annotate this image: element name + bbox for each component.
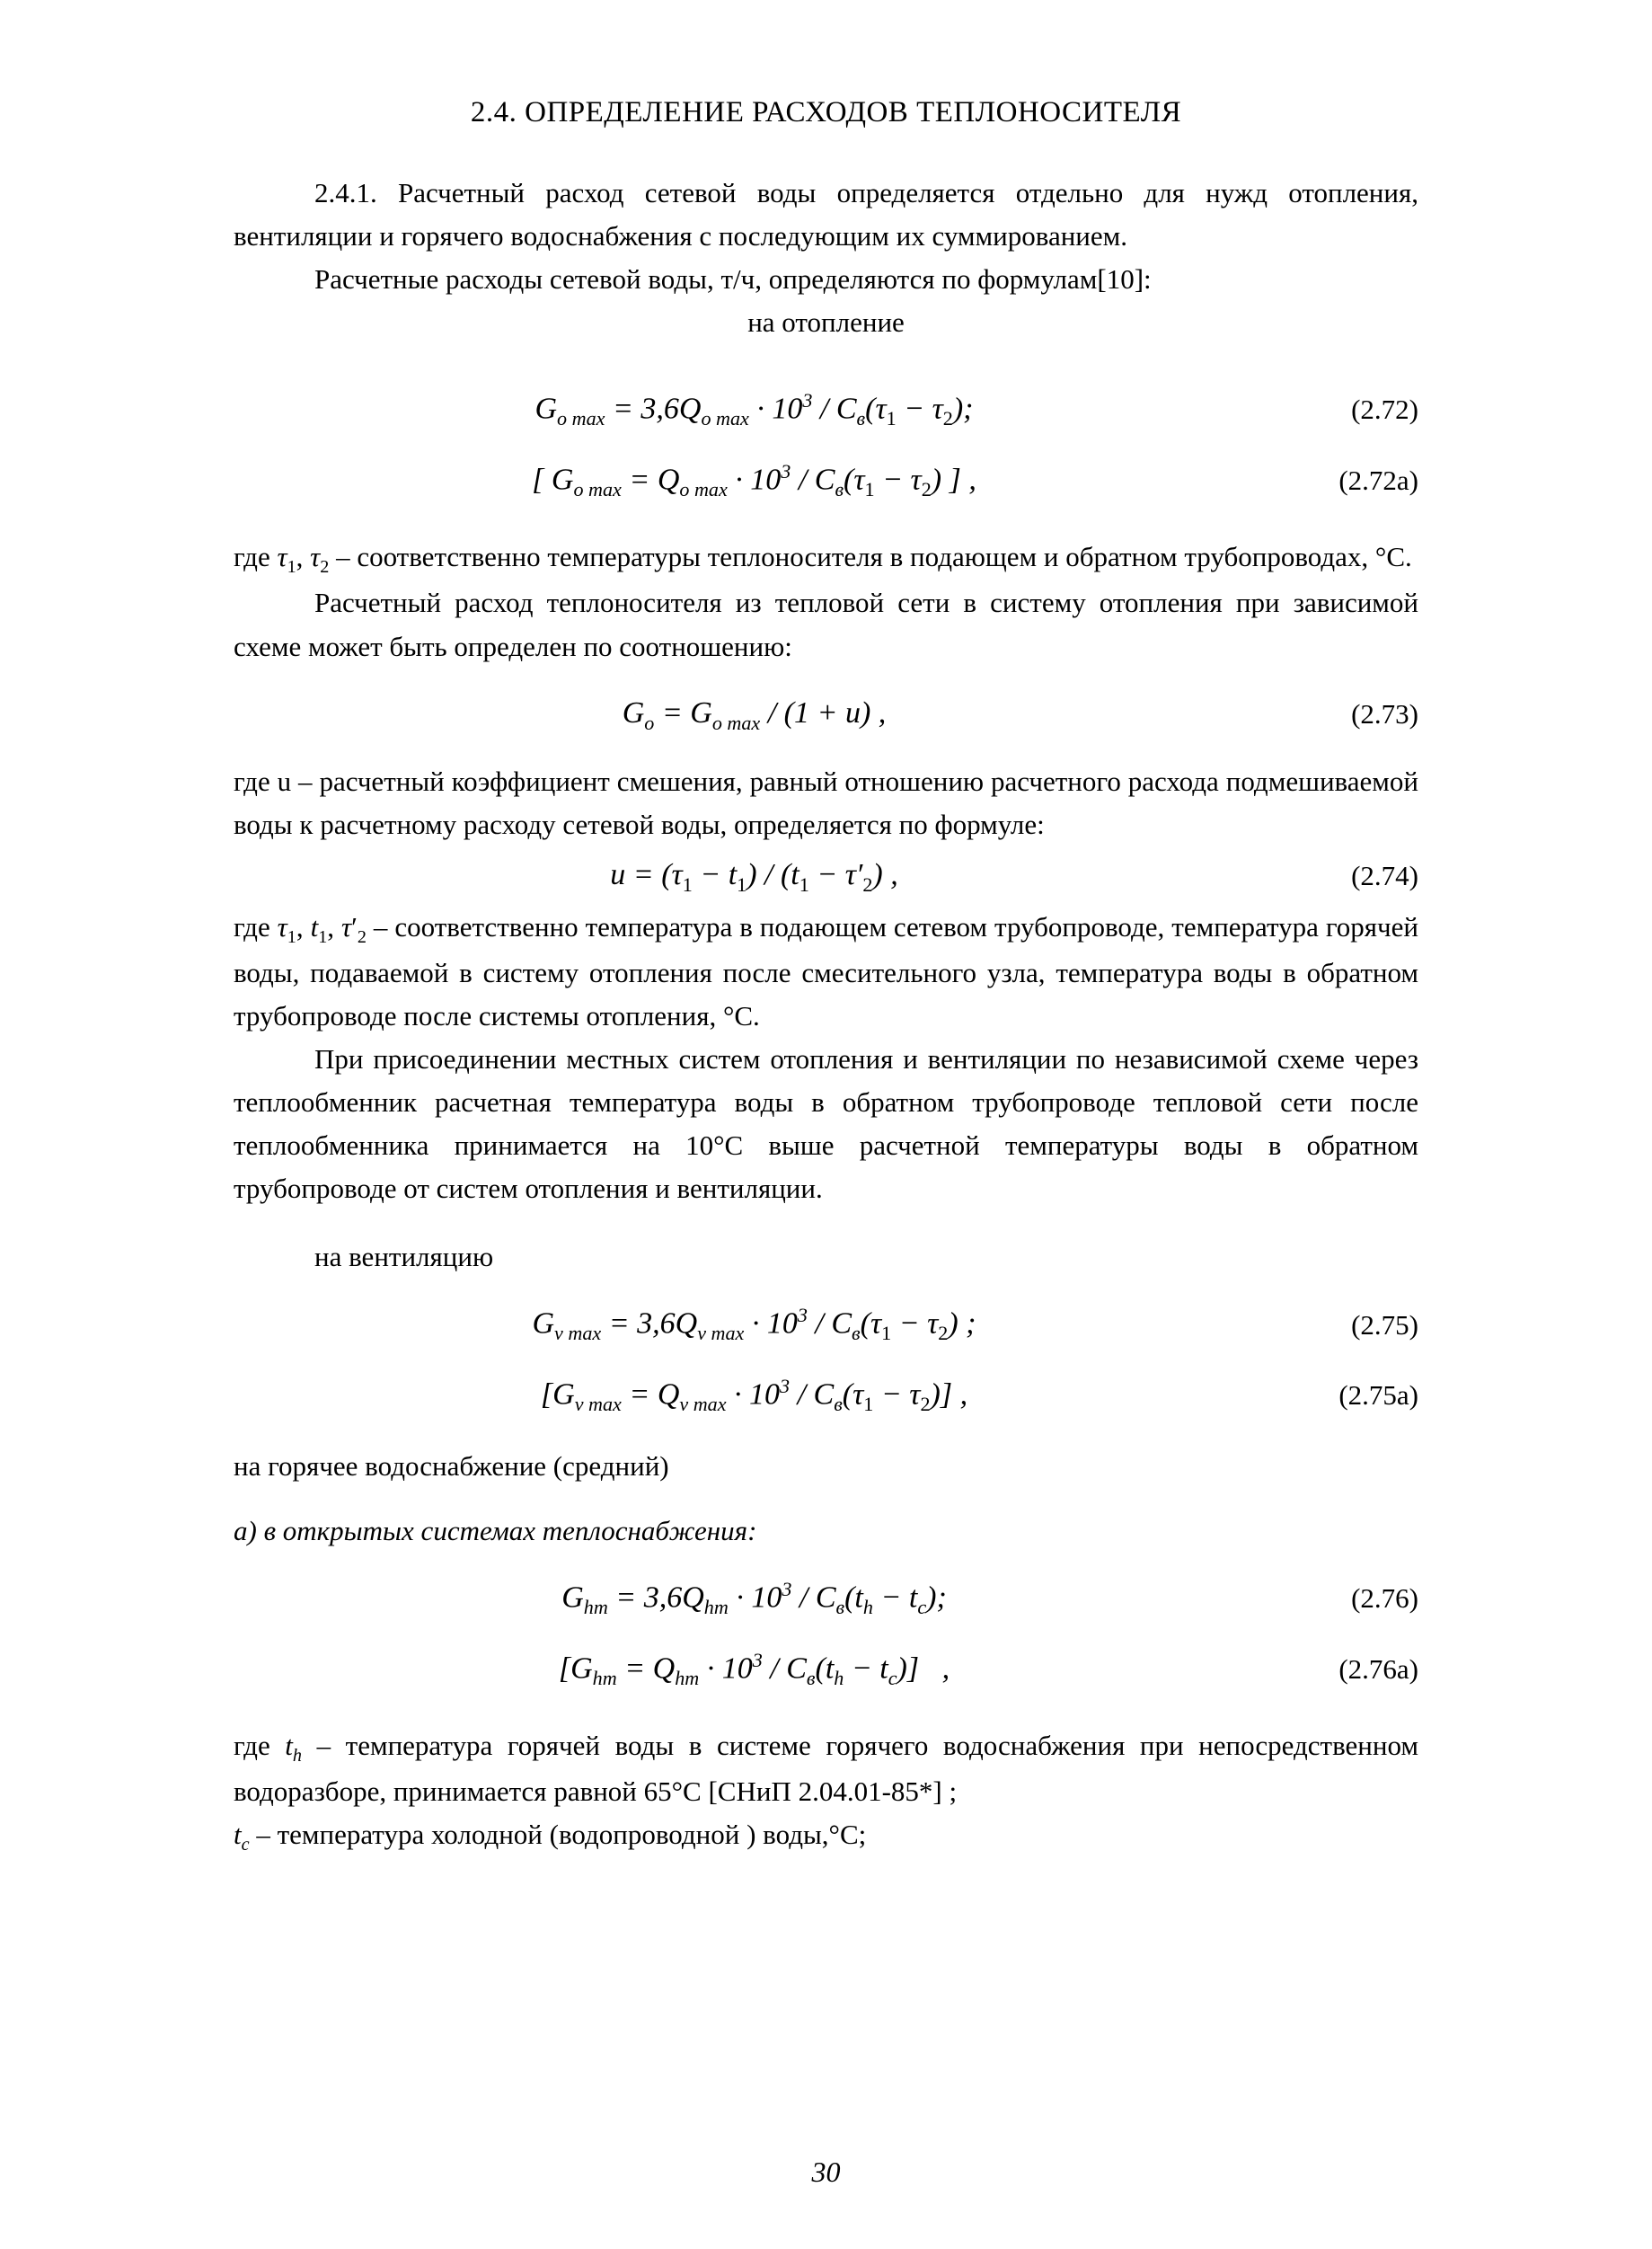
para-tc-def: tc – температура холодной (водопроводной… [234, 1813, 1418, 1859]
text: – соответственно температуры теплоносите… [329, 541, 1411, 572]
equation-body: [ Go max = Qo max · 103 / Cв(τ1 − τ2) ] … [234, 456, 1275, 505]
equation-2-72: Go max = 3,6Qo max · 103 / Cв(τ1 − τ2); … [234, 385, 1418, 434]
para-tau-t-def: где τ1, t1, τ′2 – соответственно темпера… [234, 906, 1418, 1039]
equation-number: (2.75) [1275, 1304, 1418, 1347]
equation-body: Go max = 3,6Qo max · 103 / Cв(τ1 − τ2); [234, 385, 1275, 434]
para-th-def: где th – температура горячей воды в сист… [234, 1724, 1418, 1813]
page: 2.4. ОПРЕДЕЛЕНИЕ РАСХОДОВ ТЕПЛОНОСИТЕЛЯ … [0, 0, 1652, 2249]
equation-number: (2.75а) [1275, 1374, 1418, 1417]
equation-body: [Gv max = Qv max · 103 / Cв(τ1 − τ2)] , [234, 1371, 1275, 1420]
para-tau-def: где τ1, τ2 – соответственно температуры … [234, 536, 1418, 581]
text: где [234, 1730, 285, 1761]
equation-2-74: u = (τ1 − t1) / (t1 − τ′2) , (2.74) [234, 852, 1418, 900]
equation-number: (2.74) [1275, 854, 1418, 898]
equation-body: Ghm = 3,6Qhm · 103 / Cв(th − tc); [234, 1574, 1275, 1623]
equation-2-73: Go = Go max / (1 + u) , (2.73) [234, 690, 1418, 739]
heading-hot-water: на горячее водоснабжение (средний) [234, 1445, 1418, 1488]
equation-number: (2.72) [1275, 388, 1418, 431]
equation-body: u = (τ1 − t1) / (t1 − τ′2) , [234, 852, 1275, 900]
para-u-def: где u – расчетный коэффициент смешения, … [234, 760, 1418, 846]
para-independent-scheme: При присоединении местных систем отоплен… [234, 1038, 1418, 1210]
text: где [234, 911, 278, 943]
equation-body: [Ghm = Qhm · 103 / Cв(th − tc)] , [234, 1645, 1275, 1694]
equation-2-75a: [Gv max = Qv max · 103 / Cв(τ1 − τ2)] , … [234, 1371, 1418, 1420]
text: где [234, 541, 277, 572]
equation-number: (2.76) [1275, 1577, 1418, 1620]
para-2-4-1: 2.4.1. Расчетный расход сетевой воды опр… [234, 172, 1418, 258]
equation-number: (2.72а) [1275, 459, 1418, 502]
para-formulas-intro: Расчетные расходы сетевой воды, т/ч, опр… [234, 258, 1418, 301]
equation-2-72a: [ Go max = Qo max · 103 / Cв(τ1 − τ2) ] … [234, 456, 1418, 505]
heading-open-systems: а) в открытых системах теплоснабжения: [234, 1510, 1418, 1553]
equation-2-75: Gv max = 3,6Qv max · 103 / Cв(τ1 − τ2) ;… [234, 1300, 1418, 1349]
section-title: 2.4. ОПРЕДЕЛЕНИЕ РАСХОДОВ ТЕПЛОНОСИТЕЛЯ [234, 90, 1418, 136]
text: – соответственно температура в подающем … [234, 911, 1418, 1032]
equation-body: Gv max = 3,6Qv max · 103 / Cв(τ1 − τ2) ; [234, 1300, 1275, 1349]
text: – температура холодной (водопроводной ) … [250, 1819, 867, 1850]
page-number: 30 [0, 2150, 1652, 2195]
heading-ventilation: на вентиляцию [314, 1235, 1418, 1279]
equation-body: Go = Go max / (1 + u) , [234, 690, 1275, 739]
para-dependent-scheme: Расчетный расход теплоносителя из теплов… [234, 581, 1418, 668]
heading-heating: на отопление [234, 301, 1418, 344]
equation-2-76: Ghm = 3,6Qhm · 103 / Cв(th − tc); (2.76) [234, 1574, 1418, 1623]
equation-2-76a: [Ghm = Qhm · 103 / Cв(th − tc)] , (2.76а… [234, 1645, 1418, 1694]
text: – температура горячей воды в системе гор… [234, 1730, 1418, 1807]
equation-number: (2.73) [1275, 693, 1418, 736]
equation-number: (2.76а) [1275, 1648, 1418, 1691]
